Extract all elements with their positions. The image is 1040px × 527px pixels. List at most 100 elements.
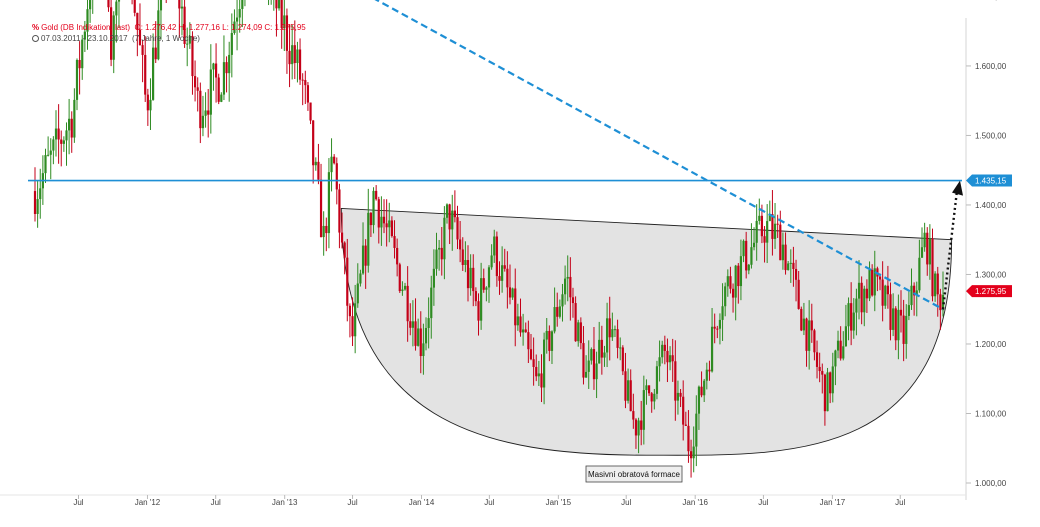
candle-body: [884, 285, 887, 306]
candle-body: [277, 0, 281, 9]
candle-body: [514, 288, 517, 326]
candle-body: [571, 297, 575, 304]
candle-body: [671, 355, 674, 362]
candle-body: [640, 420, 643, 430]
candle-body: [288, 50, 291, 65]
candle-body: [209, 69, 212, 115]
candle-body: [424, 327, 428, 344]
candle-body: [731, 288, 735, 298]
candle-body: [506, 268, 509, 288]
candle-body: [151, 47, 155, 100]
candle-body: [920, 247, 924, 258]
candle-body: [689, 451, 693, 459]
candle-body: [301, 79, 304, 81]
candle-body: [674, 361, 677, 401]
candle-body: [537, 373, 540, 377]
candle-body: [724, 286, 727, 307]
candle-body: [595, 363, 598, 380]
candle-body: [293, 45, 296, 64]
candle-body: [871, 269, 874, 296]
candle-body: [306, 85, 310, 103]
candle-body: [285, 15, 289, 51]
candle-body: [359, 273, 362, 284]
candle-body: [241, 0, 244, 9]
candle-body: [511, 288, 514, 298]
candle-body: [65, 130, 68, 141]
candle-body: [149, 99, 152, 111]
candle-body: [401, 289, 404, 292]
candle-body: [327, 172, 331, 234]
candle-body: [844, 326, 848, 347]
candle-body: [682, 396, 685, 425]
candle-body: [695, 413, 698, 447]
candle-body: [894, 308, 897, 341]
candle-body: [642, 390, 645, 430]
candle-body: [33, 191, 37, 214]
candle-body: [666, 350, 669, 363]
annotation[interactable]: Masivní obratová formace: [585, 465, 683, 483]
candle-body: [647, 385, 651, 394]
candle-body: [214, 63, 218, 78]
candle-body: [878, 276, 882, 280]
candle-body: [325, 225, 328, 234]
candle-body: [758, 215, 761, 221]
candle-body: [621, 347, 624, 372]
x-tick-label: Jul: [73, 498, 83, 507]
candle-body: [857, 282, 861, 299]
candle-body: [577, 322, 580, 342]
candle-body: [739, 256, 743, 287]
candle-body: [480, 278, 483, 321]
candle-body: [703, 380, 706, 396]
candle-body: [781, 244, 785, 261]
candle-body: [445, 204, 449, 218]
candle-body: [154, 47, 157, 60]
candle-body: [382, 216, 386, 224]
candle-body: [721, 306, 724, 320]
candle-body: [474, 291, 477, 302]
y-tick-label: 1.000,00: [975, 479, 1007, 488]
candle-body: [823, 374, 827, 412]
candle-body: [905, 315, 908, 344]
candle-body: [68, 118, 71, 131]
candle-body: [750, 247, 753, 265]
candle-body: [430, 287, 433, 319]
candle-body: [70, 118, 73, 138]
formation-bowl: [340, 207, 953, 456]
candle-body: [629, 380, 632, 412]
candle-body: [745, 240, 748, 271]
candle-body: [779, 224, 782, 261]
candle-body: [645, 385, 648, 391]
candle-body: [787, 263, 790, 271]
candle-body: [385, 223, 388, 228]
y-tick-label: 1.700,00: [975, 0, 1007, 1]
candlestick-series: [33, 0, 945, 478]
candle-body: [834, 350, 837, 367]
instrument-name: Gold (DB Indikation, last): [41, 23, 131, 32]
candle-body: [343, 242, 346, 258]
candle-body: [375, 190, 378, 200]
candle-body: [217, 77, 220, 102]
candle-body: [280, 0, 283, 29]
candle-body: [49, 150, 52, 155]
candle-body: [611, 329, 614, 338]
candle-body: [802, 318, 806, 331]
last-price-badge: [966, 285, 1012, 298]
candle-body: [716, 328, 719, 330]
candle-body: [298, 49, 302, 80]
candle-body: [752, 242, 756, 248]
candle-body: [668, 355, 672, 363]
candle-body: [755, 220, 758, 243]
candle-body: [564, 278, 567, 295]
candle-body: [548, 330, 551, 351]
candle-body: [396, 247, 399, 265]
y-tick-label: 1.200,00: [975, 340, 1007, 349]
resistance-level-badge: [966, 174, 1012, 187]
annotation-box: [585, 465, 683, 483]
candle-body: [333, 156, 336, 164]
candle-body: [432, 268, 435, 288]
candle-body: [923, 232, 926, 248]
candle-body: [406, 285, 409, 322]
candle-body: [655, 366, 659, 394]
candle-body: [348, 305, 352, 317]
candle-body: [340, 232, 344, 243]
